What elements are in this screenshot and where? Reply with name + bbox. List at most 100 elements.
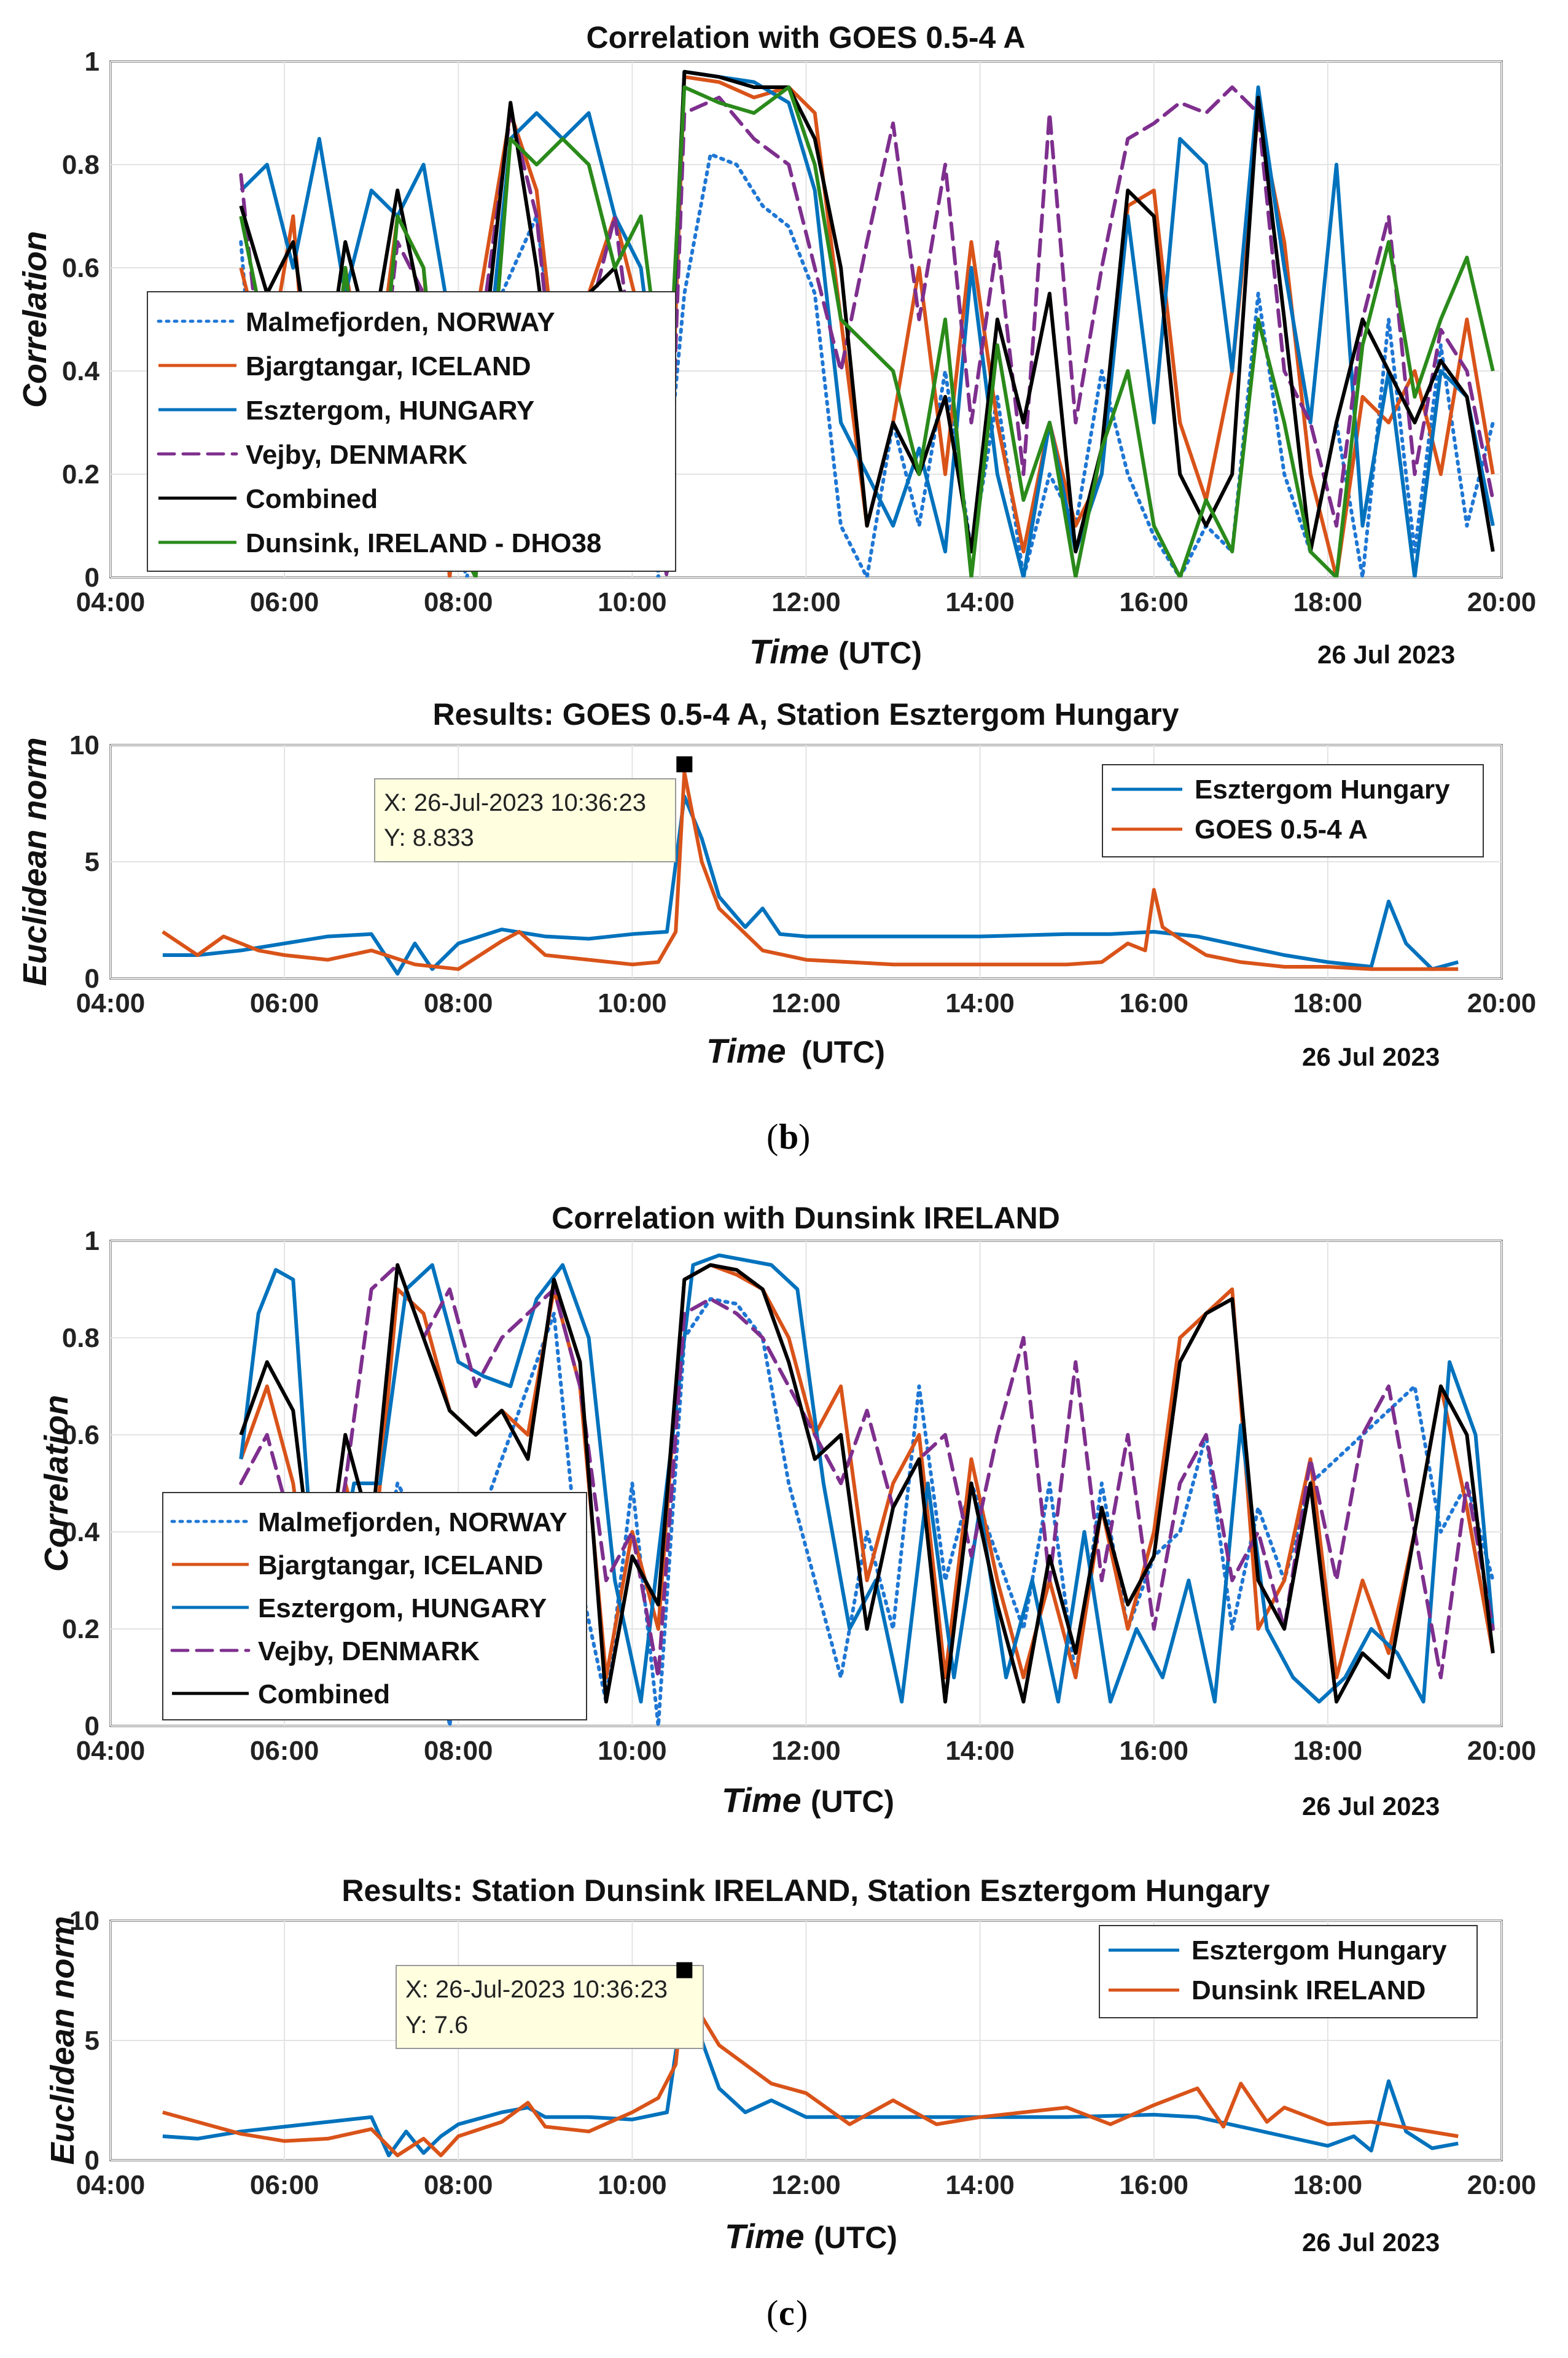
x-tick-label: 12:00 [771, 1736, 841, 1766]
x-axis-label: Time [725, 2217, 805, 2255]
y-tick-label: 0 [85, 964, 99, 994]
x-tick-label: 14:00 [945, 587, 1015, 617]
series-line-vejby-denmark [239, 85, 1495, 577]
series-line-dunsink-ireland [162, 1976, 1459, 2158]
x-tick-label: 16:00 [1119, 988, 1188, 1018]
panel-label-letter: b [779, 1117, 798, 1157]
y-tick-labels: 0 0.2 0.4 0.6 0.8 1 [62, 47, 100, 593]
x-tick-label: 14:00 [945, 1736, 1015, 1766]
y-tick-label: 0.6 [62, 253, 99, 283]
chart-title: Results: GOES 0.5-4 A, Station Esztergom… [432, 697, 1179, 732]
legend-label: Esztergom, HUNGARY [258, 1593, 547, 1623]
x-axis-label: Time [722, 1781, 802, 1819]
y-axis-label: Correlation [17, 231, 53, 408]
x-tick-label: 18:00 [1293, 1736, 1363, 1766]
panel-label-c: ( c ) [766, 2293, 808, 2333]
series-lines [162, 770, 1459, 976]
x-tick-label: 10:00 [598, 988, 667, 1018]
date-label: 26 Jul 2023 [1302, 1042, 1440, 1071]
legend-label: Esztergom, HUNGARY [246, 396, 534, 426]
x-tick-label: 14:00 [945, 988, 1015, 1018]
y-axis-label: Euclidean norm [44, 1916, 81, 2165]
correlation-goes-chart: Correlation with GOES 0.5-4 A 0 0.2 0.4 0.6… [17, 20, 1536, 671]
date-label: 26 Jul 2023 [1302, 2228, 1440, 2257]
chart-title: Results: Station Dunsink IRELAND, Statio… [341, 1873, 1270, 1908]
x-tick-label: 18:00 [1293, 587, 1363, 617]
norm-goes-chart: Results: GOES 0.5-4 A, Station Esztergom… [17, 697, 1536, 1071]
series-line-goes-0-5-4-a [162, 770, 1459, 971]
legend-label: Vejby, DENMARK [258, 1636, 480, 1666]
x-tick-label: 12:00 [771, 2170, 841, 2200]
grid [110, 1920, 1502, 2161]
panel-label-close: ) [798, 1117, 810, 1157]
data-tip-x: X: 26-Jul-2023 10:36:23 [384, 789, 646, 816]
legend-label: Dunsink, IRELAND - DHO38 [246, 528, 601, 558]
data-tip: X: 26-Jul-2023 10:36:23 Y: 7.6 [396, 1962, 704, 2049]
x-tick-label: 06:00 [250, 587, 319, 617]
legend-entry: Esztergom Hungary [1112, 775, 1450, 805]
data-tip-box [396, 1965, 704, 2049]
x-tick-label: 08:00 [424, 988, 493, 1018]
x-tick-label: 16:00 [1119, 1736, 1188, 1766]
y-tick-labels: 0 0.2 0.4 0.6 0.8 1 [62, 1226, 100, 1741]
legend-label: Combined [246, 484, 378, 514]
y-tick-label: 0 [85, 1711, 99, 1741]
x-tick-label: 04:00 [76, 587, 146, 617]
x-axis-label: Time [706, 1031, 786, 1070]
chart-title: Correlation with GOES 0.5-4 A [587, 20, 1026, 55]
x-tick-label: 14:00 [945, 2170, 1015, 2200]
panel-label-b: ( b ) [766, 1117, 810, 1157]
norm-dunsink-chart: Results: Station Dunsink IRELAND, Statio… [44, 1873, 1536, 2257]
legend-entry: Bjargtangar, ICELAND [172, 1550, 544, 1580]
legend-entry: Combined [158, 484, 378, 514]
y-axis-label: Correlation [38, 1395, 75, 1572]
x-tick-label: 20:00 [1467, 2170, 1537, 2200]
correlation-dunsink-chart: Correlation with Dunsink IRELAND 0 0.2 0.4… [38, 1201, 1536, 1821]
date-label: 26 Jul 2023 [1317, 640, 1455, 669]
y-axis-label: Euclidean norm [17, 737, 53, 986]
legend-entry: Esztergom, HUNGARY [172, 1593, 547, 1623]
legend-label: Malmefjorden, NORWAY [246, 307, 555, 337]
legend-entry: Vejby, DENMARK [157, 440, 467, 470]
x-axis-unit: (UTC) [811, 1784, 894, 1819]
data-tip-x: X: 26-Jul-2023 10:36:23 [405, 1976, 668, 2003]
date-label: 26 Jul 2023 [1302, 1792, 1440, 1821]
legend-entry: Dunsink, IRELAND - DHO38 [158, 528, 601, 558]
x-tick-label: 10:00 [598, 1736, 667, 1766]
x-axis-unit: (UTC) [802, 1035, 885, 1069]
x-tick-label: 16:00 [1119, 2170, 1188, 2200]
legend-label: Vejby, DENMARK [246, 440, 467, 470]
y-tick-label: 0 [85, 563, 99, 593]
series-line-esztergom-hungary [239, 1253, 1495, 1704]
series-lines [239, 1253, 1495, 1726]
x-tick-labels: 04:00 06:00 08:00 10:00 12:00 14:00 16:00 18:00… [76, 988, 1537, 1018]
x-axis-unit: (UTC) [838, 636, 922, 670]
legend-entry: GOES 0.5-4 A [1112, 814, 1368, 845]
legend-label: GOES 0.5-4 A [1195, 814, 1368, 845]
x-tick-label: 16:00 [1119, 587, 1188, 617]
x-tick-label: 08:00 [424, 2170, 493, 2200]
y-tick-label: 0.2 [62, 459, 99, 490]
data-tip-marker [676, 756, 693, 773]
data-tip-y: Y: 8.833 [384, 824, 474, 851]
y-tick-label: 0.4 [62, 356, 100, 386]
panel-label-open: ( [766, 1117, 778, 1157]
x-tick-label: 20:00 [1467, 1736, 1537, 1766]
y-tick-label: 1 [85, 47, 99, 77]
legend [1102, 764, 1484, 857]
legend-entry: Bjargtangar, ICELAND [158, 351, 531, 381]
legend-label: Malmefjorden, NORWAY [258, 1507, 568, 1537]
y-tick-label: 0.4 [62, 1517, 100, 1547]
y-tick-label: 10 [69, 730, 99, 760]
legend-label: Bjargtangar, ICELAND [246, 351, 531, 381]
panel-label-close: ) [796, 2293, 808, 2333]
chart-title: Correlation with Dunsink IRELAND [552, 1201, 1060, 1235]
data-tip-marker [676, 1962, 693, 1978]
y-tick-label: 5 [85, 2026, 99, 2056]
y-tick-label: 0 [85, 2145, 99, 2176]
legend-entry: Combined [172, 1679, 390, 1709]
x-tick-label: 06:00 [250, 2170, 319, 2200]
x-tick-label: 08:00 [424, 1736, 493, 1766]
legend [1099, 1925, 1478, 2018]
x-tick-label: 12:00 [771, 587, 841, 617]
